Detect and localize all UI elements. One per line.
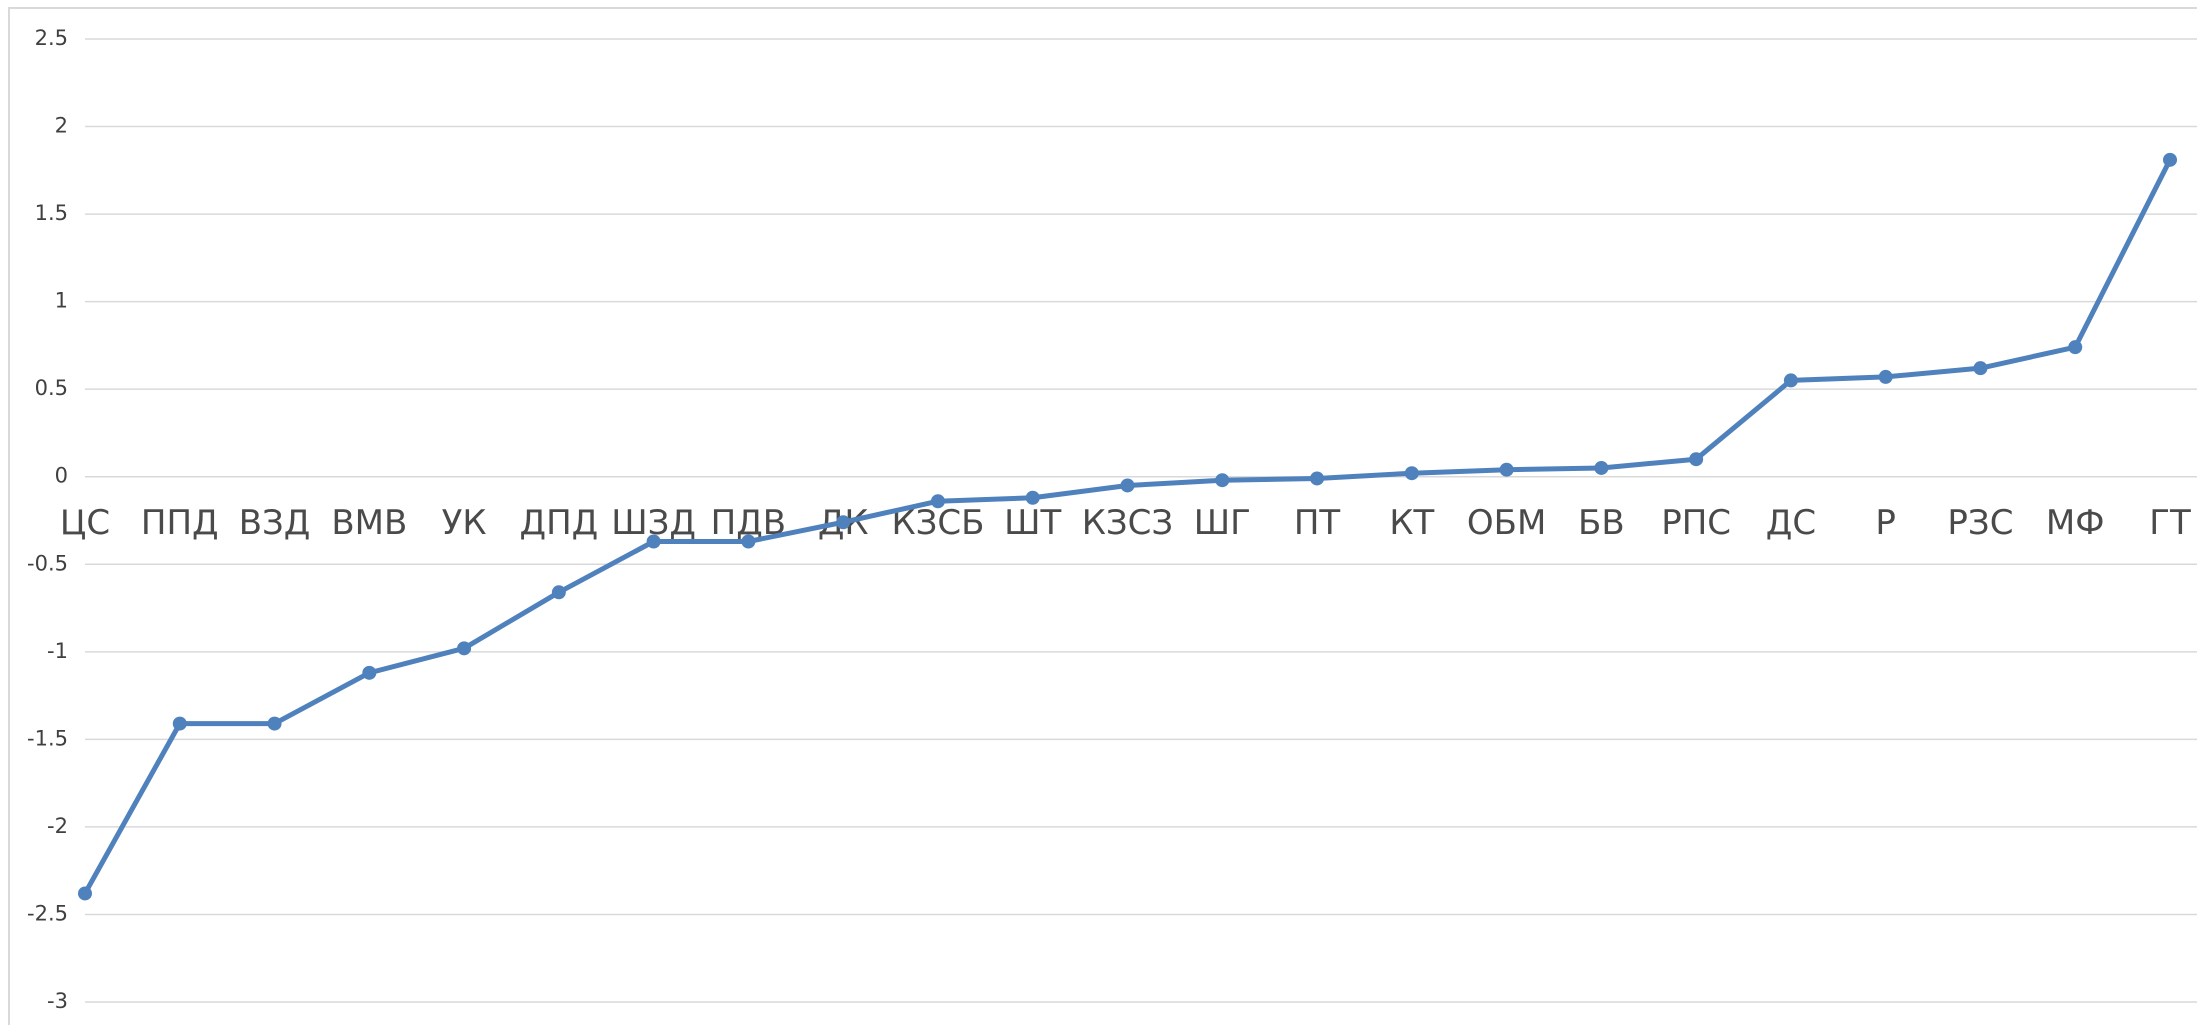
point: [1120, 478, 1135, 493]
y-tick-label: -0.5: [27, 551, 68, 575]
x-tick-label: ДПД: [520, 503, 599, 543]
x-tick-label: ПТ: [1294, 503, 1341, 543]
point: [1404, 466, 1419, 481]
x-tick-label: МФ: [2046, 503, 2105, 543]
point: [836, 515, 851, 530]
point: [267, 716, 282, 731]
x-tick-label: КТ: [1389, 503, 1434, 543]
x-tick-label: ВЗД: [239, 503, 311, 543]
x-tick-label: ШТ: [1004, 503, 1061, 543]
point: [2163, 152, 2177, 167]
x-tick-label: УК: [442, 503, 487, 543]
y-tick-label: -1: [47, 639, 68, 663]
x-tick-label: ОБМ: [1467, 503, 1546, 543]
y-tick-label: -3: [47, 989, 68, 1013]
x-tick-label: ППД: [141, 503, 219, 543]
point: [1783, 373, 1798, 388]
point: [1025, 490, 1040, 505]
x-tick-label: ВМВ: [331, 503, 407, 543]
point: [457, 641, 472, 656]
y-tick-label: 0.5: [35, 376, 68, 400]
x-tick-label: РЗС: [1947, 503, 2013, 543]
x-tick-label: БВ: [1578, 503, 1625, 543]
y-tick-label: 2: [55, 114, 68, 138]
chart-border: [8, 7, 2197, 1025]
point: [741, 534, 756, 549]
point: [1215, 473, 1230, 488]
y-tick-label: -1.5: [27, 726, 68, 750]
point: [551, 585, 566, 600]
x-tick-label: ДС: [1766, 503, 1816, 543]
x-tick-label: ШГ: [1194, 503, 1251, 543]
point: [1499, 462, 1514, 477]
y-tick-label: 2.5: [35, 26, 68, 50]
x-tick-label: ЦС: [60, 503, 110, 543]
x-tick-label: РПС: [1661, 503, 1731, 543]
point: [1878, 369, 1893, 384]
y-tick-label: -2: [47, 814, 68, 838]
point: [930, 494, 945, 509]
point: [1689, 452, 1704, 467]
point: [362, 665, 377, 680]
point: [1973, 361, 1988, 376]
point: [78, 886, 92, 901]
point: [1594, 460, 1609, 475]
point: [2068, 340, 2083, 355]
x-tick-label: ГТ: [2149, 503, 2191, 543]
x-tick-label: КЗСЗ: [1082, 503, 1173, 543]
y-tick-label: 1: [55, 289, 68, 313]
x-tick-label: Р: [1875, 503, 1896, 543]
point: [172, 716, 187, 731]
y-tick-label: -2.5: [27, 901, 68, 925]
point: [646, 534, 661, 549]
y-tick-label: 0: [55, 464, 68, 488]
point: [1310, 471, 1325, 486]
y-tick-label: 1.5: [35, 201, 68, 225]
